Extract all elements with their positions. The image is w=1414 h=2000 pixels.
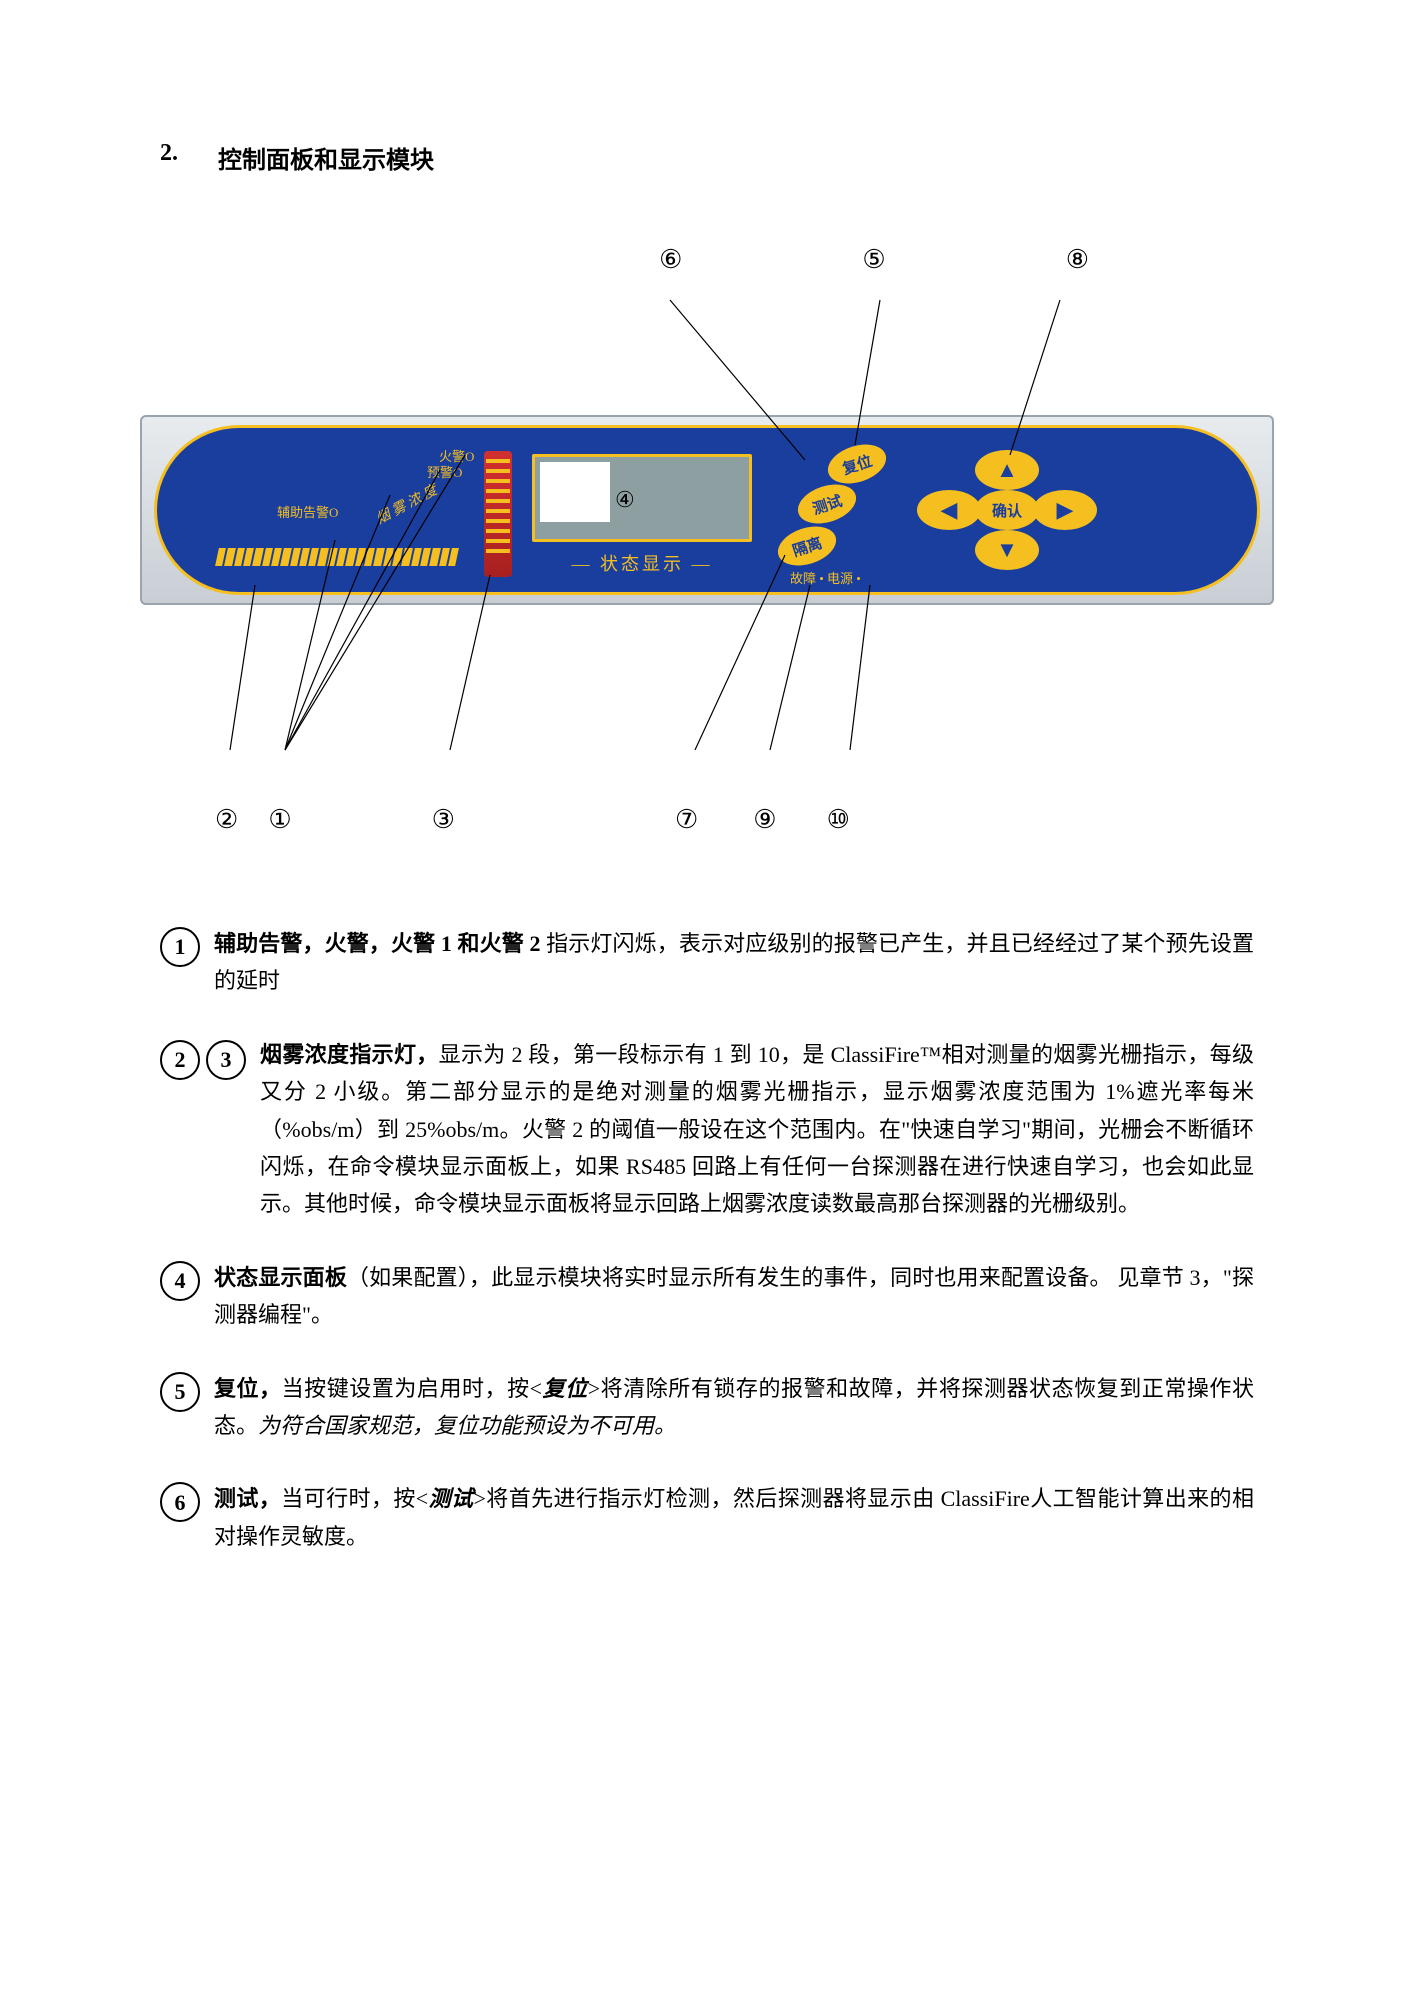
nav-pad: ▲ ▼ ◀ ▶ 确认 xyxy=(917,450,1097,570)
desc-text-23: 烟雾浓度指示灯，显示为 2 段，第一段标示有 1 到 10，是 ClassiFi… xyxy=(260,1036,1254,1223)
desc-5-c: 复位 xyxy=(542,1376,588,1401)
nav-up-button[interactable]: ▲ xyxy=(975,450,1039,490)
test-button[interactable]: 测试 xyxy=(793,478,861,531)
vertical-bargraph xyxy=(484,451,512,577)
desc-6-lead: 测试， xyxy=(214,1486,281,1511)
isolate-button[interactable]: 隔离 xyxy=(773,520,841,573)
desc-4-rest: （如果配置），此显示模块将实时显示所有发生的事件，同时也用来配置设备。 见章节 … xyxy=(214,1265,1254,1327)
desc-item-6: 6 测试，当可行时，按<测试>将首先进行指示灯检测，然后探测器将显示由 Clas… xyxy=(160,1480,1254,1555)
badge-4: 4 xyxy=(160,1261,200,1301)
reset-button[interactable]: 复位 xyxy=(823,438,891,491)
nav-right-button[interactable]: ▶ xyxy=(1033,490,1097,530)
badge-5: 5 xyxy=(160,1372,200,1412)
callout-5: ⑤ xyxy=(862,245,885,275)
callout-9: ⑨ xyxy=(753,805,776,835)
desc-item-1: 1 辅助告警，火警，火警 1 和火警 2 指示灯闪烁，表示对应级别的报警已产生，… xyxy=(160,925,1254,1000)
lcd-screen: ④ xyxy=(532,454,752,542)
badge-1: 1 xyxy=(160,927,200,967)
desc-5-e: 为符合国家规范，复位功能预设为不可用。 xyxy=(258,1413,676,1438)
desc-text-6: 测试，当可行时，按<测试>将首先进行指示灯检测，然后探测器将显示由 Classi… xyxy=(214,1480,1254,1555)
badge-3: 3 xyxy=(206,1040,246,1080)
nav-left-button[interactable]: ◀ xyxy=(917,490,981,530)
callout-row-bottom: ② ① ③ ⑦ ⑨ ⑩ xyxy=(160,805,1254,835)
callout-10: ⑩ xyxy=(827,805,850,835)
badge-2: 2 xyxy=(160,1040,200,1080)
desc-6-c: 测试 xyxy=(428,1486,473,1511)
callout-1: ① xyxy=(268,805,291,835)
fault-power-label: 故障 • 电源 • xyxy=(790,568,861,587)
desc-item-2-3: 2 3 烟雾浓度指示灯，显示为 2 段，第一段标示有 1 到 10，是 Clas… xyxy=(160,1036,1254,1223)
callout-8: ⑧ xyxy=(1066,245,1089,275)
section-number: 2. xyxy=(160,140,178,175)
desc-text-5: 复位，当按键设置为启用时，按<复位>将清除所有锁存的报警和故障，并将探测器状态恢… xyxy=(214,1370,1254,1445)
horizontal-bargraph xyxy=(215,548,459,566)
desc-text-1: 辅助告警，火警，火警 1 和火警 2 指示灯闪烁，表示对应级别的报警已产生，并且… xyxy=(214,925,1254,1000)
desc-5-b: 当按键设置为启用时，按< xyxy=(282,1376,542,1401)
callout-row-top: ⑥ ⑤ ⑧ xyxy=(160,245,1254,275)
lcd-caption: — 状态显示 — xyxy=(532,550,752,576)
smoke-density-label: 烟 雾 浓 度 xyxy=(372,480,440,529)
ok-button[interactable]: 确认 xyxy=(975,490,1039,530)
panel-face: ④ — 状态显示 — 复位 测试 隔离 ▲ ▼ ◀ ▶ 确认 故障 • 电源 •… xyxy=(154,425,1260,595)
section-title: 控制面板和显示模块 xyxy=(218,140,434,175)
arrow-left-icon: ◀ xyxy=(941,497,958,523)
nav-down-button[interactable]: ▼ xyxy=(975,530,1039,570)
desc-6-b: 当可行时，按< xyxy=(281,1486,428,1511)
prealarm-led-label: 预警O xyxy=(427,462,462,481)
callout-7: ⑦ xyxy=(675,805,698,835)
callout-2: ② xyxy=(215,805,238,835)
badge-6: 6 xyxy=(160,1482,200,1522)
desc-1-lead: 辅助告警，火警，火警 1 和火警 2 xyxy=(214,931,546,956)
panel-diagram: ④ — 状态显示 — 复位 测试 隔离 ▲ ▼ ◀ ▶ 确认 故障 • 电源 •… xyxy=(160,295,1254,775)
desc-text-4: 状态显示面板（如果配置），此显示模块将实时显示所有发生的事件，同时也用来配置设备… xyxy=(214,1259,1254,1334)
callout-6: ⑥ xyxy=(659,245,682,275)
desc-23-rest: 显示为 2 段，第一段标示有 1 到 10，是 ClassiFire™相对测量的… xyxy=(260,1042,1254,1217)
badge-group-23: 2 3 xyxy=(160,1038,246,1080)
desc-item-4: 4 状态显示面板（如果配置），此显示模块将实时显示所有发生的事件，同时也用来配置… xyxy=(160,1259,1254,1334)
lcd-highlight xyxy=(540,462,610,522)
arrow-up-icon: ▲ xyxy=(996,457,1018,483)
desc-23-lead: 烟雾浓度指示灯， xyxy=(260,1042,439,1067)
section-heading: 2. 控制面板和显示模块 xyxy=(160,140,1254,175)
callout-3: ③ xyxy=(432,805,455,835)
aux-alarm-led-label: 辅助告警O xyxy=(277,502,338,521)
lcd-callout-number: ④ xyxy=(615,487,635,513)
desc-4-lead: 状态显示面板 xyxy=(214,1265,347,1290)
desc-item-5: 5 复位，当按键设置为启用时，按<复位>将清除所有锁存的报警和故障，并将探测器状… xyxy=(160,1370,1254,1445)
arrow-right-icon: ▶ xyxy=(1057,497,1074,523)
desc-5-lead: 复位， xyxy=(214,1376,282,1401)
arrow-down-icon: ▼ xyxy=(996,537,1018,563)
panel-casing: ④ — 状态显示 — 复位 测试 隔离 ▲ ▼ ◀ ▶ 确认 故障 • 电源 •… xyxy=(140,415,1274,605)
